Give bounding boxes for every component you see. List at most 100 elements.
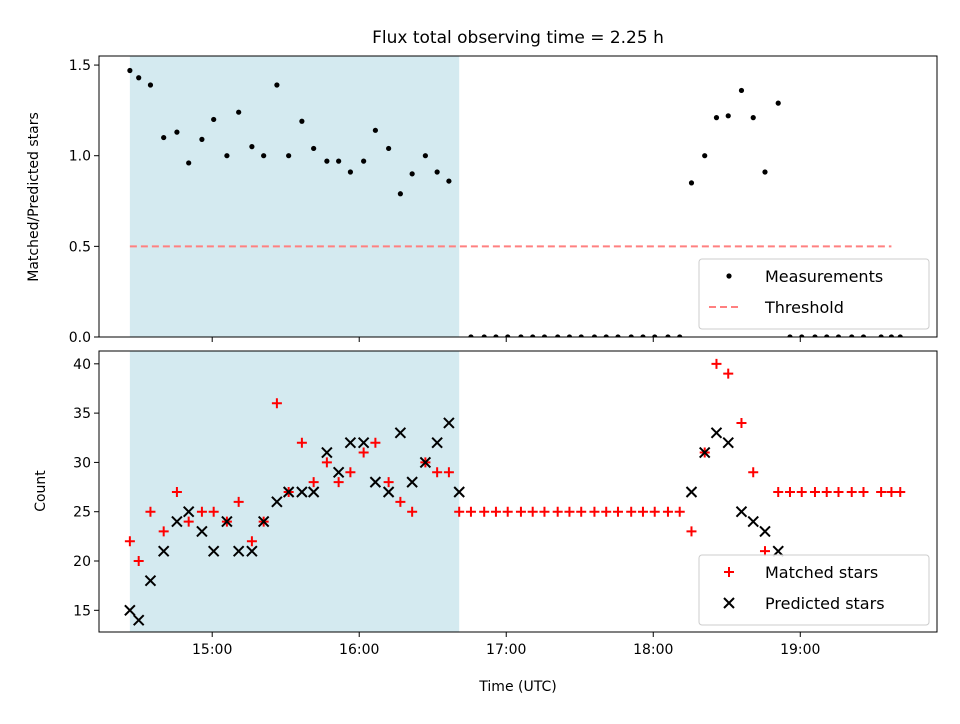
matched-marker [196, 506, 207, 517]
matched-marker [821, 486, 832, 497]
legend-label: Threshold [764, 298, 844, 317]
legend-label: Matched stars [765, 563, 878, 582]
y-tick-label: 1.0 [69, 149, 91, 165]
matched-marker [711, 358, 722, 369]
predicted-marker [735, 506, 748, 518]
measurement-point [860, 334, 867, 337]
predicted-marker [232, 545, 245, 557]
y-tick-label: 35 [73, 406, 91, 422]
measurement-point [578, 334, 584, 337]
measurement-point [628, 334, 634, 337]
x-tick-label: 16:00 [339, 642, 379, 658]
measurement-point [762, 169, 768, 175]
axes-frame [98, 350, 938, 633]
predicted-marker [344, 436, 357, 449]
y-tick-label: 25 [73, 505, 91, 521]
predicted-marker [207, 545, 220, 557]
predicted-marker [271, 496, 283, 508]
series-measurements [127, 67, 903, 337]
matched-marker [133, 556, 144, 567]
matched-marker [576, 506, 587, 517]
matched-marker [601, 506, 612, 517]
measurement-point [493, 334, 499, 337]
legend-label: Measurements [765, 267, 883, 286]
matched-marker [539, 506, 550, 517]
measurement-point [591, 334, 598, 337]
matched-marker [443, 467, 454, 478]
predicted-marker [124, 604, 136, 617]
y-tick-label: 30 [73, 455, 91, 471]
matched-marker [552, 506, 563, 517]
matched-marker [527, 506, 538, 517]
measurement-point [336, 158, 342, 164]
predicted-marker [257, 515, 270, 528]
matched-marker [809, 486, 820, 497]
x-tick-label: 18:00 [633, 642, 673, 658]
measurement-point [446, 178, 452, 184]
predicted-marker [321, 446, 333, 459]
measurement-point [725, 113, 731, 119]
x-tick-label: 19:00 [780, 642, 820, 658]
matched-marker [895, 486, 906, 497]
matched-marker [674, 506, 685, 517]
measurement-point [677, 334, 683, 337]
matched-marker [612, 506, 623, 517]
measurement-point [324, 158, 330, 164]
measurement-point [787, 334, 793, 337]
measurement-point [211, 116, 217, 123]
matched-marker [246, 536, 257, 547]
predicted-marker [282, 486, 295, 498]
matched-marker [345, 467, 356, 478]
matched-marker [308, 477, 319, 488]
measurement-point [299, 118, 305, 124]
measurement-point [147, 82, 154, 88]
predicted-marker [431, 436, 443, 449]
predicted-marker [246, 545, 258, 557]
measurement-point [224, 153, 230, 159]
matched-marker [723, 368, 734, 379]
matched-marker [759, 546, 770, 557]
matched-marker [296, 437, 307, 448]
measurement-point [665, 334, 671, 337]
measurement-point [738, 87, 745, 94]
y-axis-label-ratio: Matched/Predicted stars [26, 112, 42, 282]
measurement-point [236, 109, 242, 115]
panel-counts: 15 20 25 30 35 40 15:00 16:00 17:00 18:00 19:00 Mat… [73, 350, 938, 658]
predicted-marker [221, 515, 233, 528]
measurement-point [261, 153, 267, 159]
predicted-marker [759, 525, 771, 538]
matched-marker [589, 506, 600, 517]
predicted-marker [394, 427, 407, 439]
matched-marker [333, 477, 344, 488]
x-axis-label: Time (UTC) [478, 679, 556, 695]
matched-marker [321, 457, 332, 468]
legend-swatch [726, 273, 732, 279]
predicted-marker [171, 515, 183, 528]
legend-swatch [724, 567, 734, 577]
predicted-marker [369, 476, 382, 488]
measurement-point [199, 136, 205, 142]
y-axis-label-count: Count [33, 470, 49, 512]
measurement-point [812, 334, 818, 337]
measurement-point [249, 144, 255, 150]
matched-marker [876, 486, 887, 497]
matched-marker [454, 506, 465, 517]
matched-marker [515, 506, 526, 517]
matched-marker [407, 506, 418, 517]
predicted-marker [772, 545, 784, 557]
measurement-point [566, 334, 573, 337]
predicted-marker [419, 456, 432, 469]
measurement-point [422, 153, 428, 159]
predicted-marker [443, 417, 455, 429]
legend-box [698, 554, 930, 626]
matched-marker [649, 506, 660, 517]
matched-marker [233, 496, 244, 507]
measurement-point [468, 334, 474, 337]
y-tick-label: 15 [73, 603, 91, 619]
matched-marker [686, 526, 697, 537]
panel-ratio: 0.0 0.5 1.0 1.5 Measurements Threshold [69, 55, 938, 346]
measurement-point [161, 134, 167, 141]
matched-marker [370, 437, 381, 448]
measurement-point [702, 153, 708, 159]
matched-marker [183, 516, 194, 527]
